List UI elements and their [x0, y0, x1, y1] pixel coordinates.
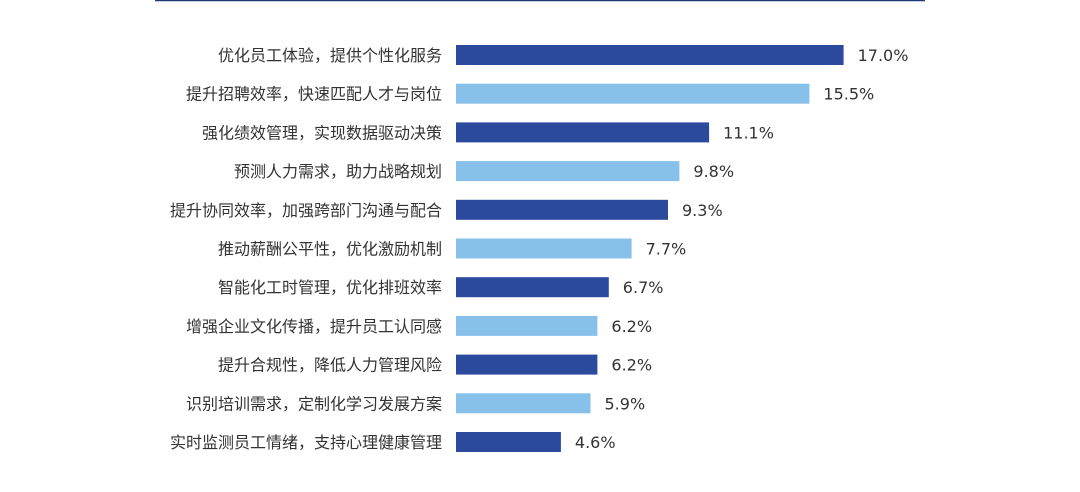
category-label-5: 提升协同效率，加强跨部门沟通与配合	[170, 201, 442, 220]
value-label-5: 9.3%	[682, 201, 723, 220]
category-label-3: 强化绩效管理，实现数据驱动决策	[202, 123, 442, 142]
value-label-10: 5.9%	[605, 394, 646, 413]
value-labels: 17.0% 15.5% 11.1% 9.8% 9.3% 7.7% 6.7% 6.2% 6.2% 5…	[575, 46, 909, 452]
category-label-8: 增强企业文化传播，提升员工认同感	[186, 317, 442, 336]
bar-4	[456, 161, 680, 182]
bar-9	[456, 354, 598, 375]
category-label-4: 预测人力需求，助力战略规划	[234, 162, 442, 181]
bar-5	[456, 199, 668, 220]
category-label-9: 提升合规性，降低人力管理风险	[218, 356, 442, 375]
bar-1	[456, 45, 844, 65]
category-label-7: 智能化工时管理，优化排班效率	[218, 278, 442, 297]
bar-2	[456, 83, 810, 104]
bar-6	[456, 238, 632, 259]
value-label-11: 4.6%	[575, 433, 616, 452]
bar-3	[456, 122, 710, 143]
value-label-2: 15.5%	[823, 85, 874, 104]
bar-10	[456, 393, 591, 414]
value-label-7: 6.7%	[623, 278, 664, 297]
bars-layer	[456, 45, 844, 452]
value-label-1: 17.0%	[858, 46, 909, 65]
category-label-1: 优化员工体验，提供个性化服务	[218, 46, 442, 65]
value-label-3: 11.1%	[723, 123, 774, 142]
bar-11	[456, 432, 561, 452]
category-label-6: 推动薪酬公平性，优化激励机制	[218, 240, 442, 259]
category-label-11: 实时监测员工情绪，支持心理健康管理	[170, 433, 442, 452]
bar-8	[456, 315, 598, 336]
value-label-4: 9.8%	[693, 162, 734, 181]
value-label-8: 6.2%	[611, 317, 652, 336]
bar-7	[456, 277, 609, 298]
value-label-9: 6.2%	[611, 356, 652, 375]
category-label-2: 提升招聘效率，快速匹配人才与岗位	[186, 85, 442, 104]
category-label-10: 识别培训需求，定制化学习发展方案	[186, 394, 442, 413]
category-labels: 优化员工体验，提供个性化服务提升招聘效率，快速匹配人才与岗位强化绩效管理，实现数…	[170, 46, 442, 452]
value-label-6: 7.7%	[646, 240, 687, 259]
